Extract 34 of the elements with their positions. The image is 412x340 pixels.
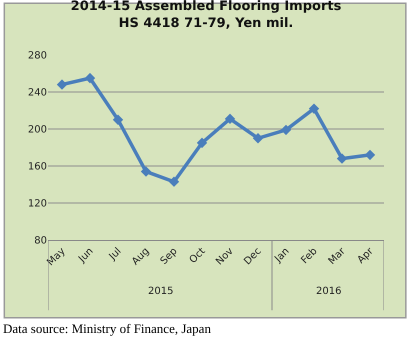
point	[336, 153, 348, 164]
y-tick-label: 200	[28, 124, 47, 136]
text: 2016	[316, 286, 342, 297]
x-tick-label: Apr	[356, 245, 376, 266]
x-tick-label: Sep	[158, 246, 180, 267]
text: 2015	[148, 286, 174, 297]
chart-title: 2014-15 Assembled Flooring Imports	[70, 0, 342, 14]
x-tick-label: Mar	[326, 245, 348, 268]
y-tick-label: 280	[28, 50, 47, 62]
y-tick-label: 120	[28, 198, 47, 210]
x-tick-label: Jun	[76, 246, 96, 266]
x-tick-label: Jul	[106, 246, 124, 263]
point	[196, 138, 208, 148]
y-tick-label: 80	[34, 236, 47, 246]
x-tick-label: Jan	[272, 246, 292, 266]
point	[224, 114, 236, 124]
point	[364, 150, 376, 160]
x-tick-label: Nov	[214, 246, 236, 268]
point	[308, 103, 320, 114]
point	[56, 79, 68, 90]
chart-subtitle: HS 4418 71-79, Yen mil.	[118, 16, 294, 32]
y-tick-label: 160	[28, 162, 47, 172]
point	[168, 176, 180, 187]
x-tick-label: Oct	[188, 246, 208, 266]
point	[84, 72, 96, 84]
point	[252, 133, 264, 144]
point	[140, 166, 152, 177]
point	[112, 114, 124, 125]
x-tick-label: Aug	[130, 246, 152, 268]
source-note: Data source: Ministry of Finance, Japan	[3, 321, 212, 336]
y-tick-label: 240	[28, 88, 47, 98]
x-tick-label: Feb	[299, 246, 320, 266]
x-tick-label: Dec	[242, 246, 264, 268]
point	[280, 124, 292, 136]
